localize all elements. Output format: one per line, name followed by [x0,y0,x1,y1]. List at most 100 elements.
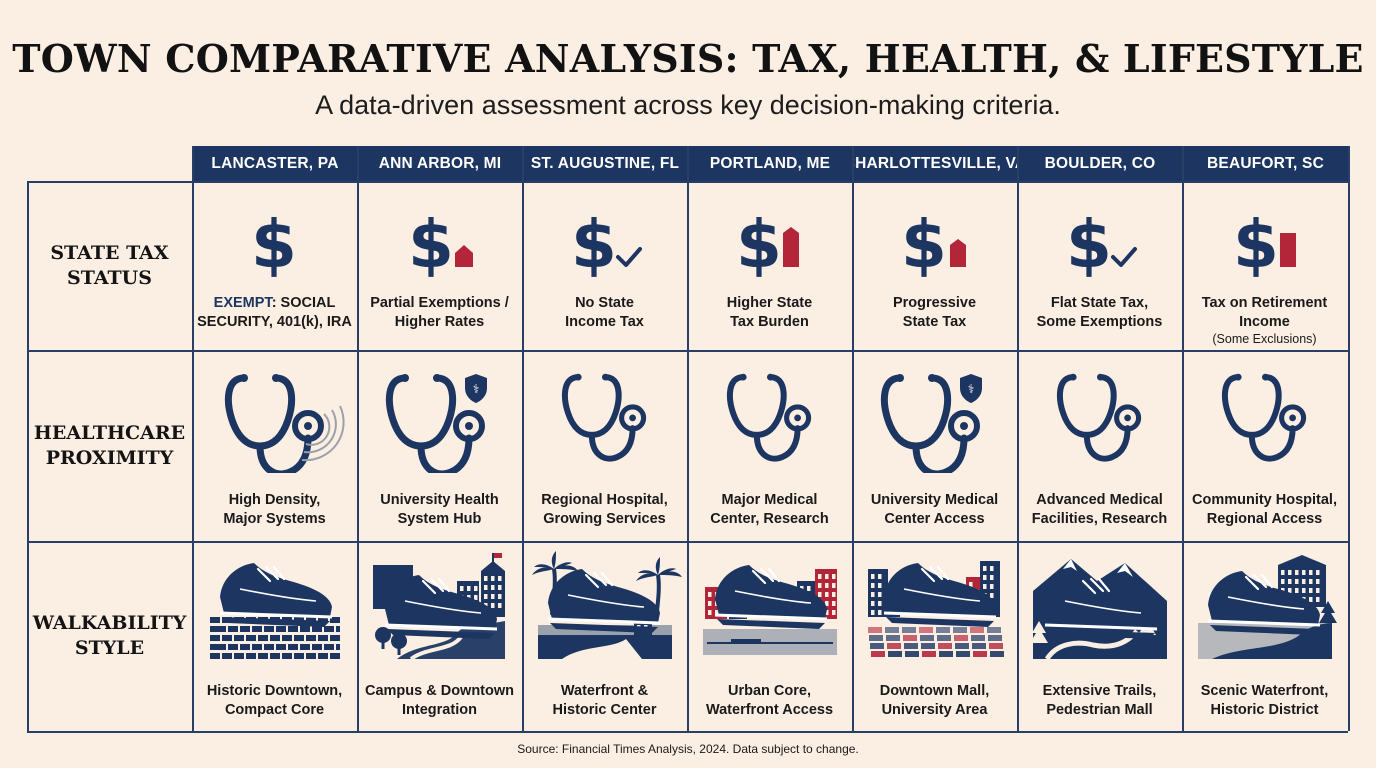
svg-text:⚕: ⚕ [473,382,480,396]
caption-line: University Area [881,702,988,718]
cell-tax: $ Progressive State Tax [852,181,1017,350]
stethoscope-icon [561,373,647,462]
svg-text:⚕: ⚕ [968,382,975,396]
svg-text:$: $ [1066,206,1112,283]
dollar-small-bar-icon: $ [408,206,473,283]
caption-emphasis: EXEMPT [213,295,272,311]
row-label-line: HEALTHCARE [33,421,186,444]
caption-line: System Hub [397,511,482,527]
cell-caption: Waterfront & Historic Center [524,682,685,720]
cell-caption: University Health System Hub [359,491,520,529]
cell-tax: $ Partial Exemptions / Higher Rates [357,181,522,350]
caption-line: Compact Core [224,702,325,718]
shoe-scenic-waterfront-icon [1198,555,1337,659]
page-title: TOWN COMPARATIVE ANALYSIS: TAX, HEALTH, … [12,36,1364,81]
cell-caption: Downtown Mall, University Area [854,682,1015,720]
source-note: Source: Financial Times Analysis, 2024. … [517,742,859,756]
row-label-tax: STATE TAX STATUS [27,181,192,350]
cell-caption: Urban Core, Waterfront Access [689,682,850,720]
grid-line [522,146,524,731]
shoe-downtown-mall-icon [868,561,1004,657]
cell-tax: $ No State Income Tax [522,181,687,350]
column-header: BOULDER, CO [1017,146,1182,181]
svg-text:$: $ [408,206,454,283]
page-subtitle: A data-driven assessment across key deci… [315,90,1061,120]
cell-health: High Density, Major Systems [192,350,357,541]
stethoscope-icon [1221,373,1307,462]
column-header: PORTLAND, ME [687,146,852,181]
cell-caption: Tax on Retirement Income (Some Exclusions) [1184,294,1345,347]
caption-line: Center, Research [710,511,829,527]
caption-line: Extensive Trails, [1042,683,1157,699]
cell-caption: No State Income Tax [524,294,685,332]
cell-walk: Extensive Trails, Pedestrian Mall [1017,541,1182,731]
caption-line: Tax on Retirement [1201,295,1328,311]
cell-health: Regional Hospital, Growing Services [522,350,687,541]
stethoscope-signal-icon [224,374,345,473]
caption-line: University Health [380,492,499,508]
cell-caption: Extensive Trails, Pedestrian Mall [1019,682,1180,720]
grid-line [357,146,359,731]
cell-caption: University Medical Center Access [854,491,1015,529]
svg-text:$: $ [571,206,617,283]
cell-caption: Partial Exemptions / Higher Rates [359,294,520,332]
cell-caption: Advanced Medical Facilities, Research [1019,491,1180,529]
caption-line: Center Access [884,511,985,527]
cell-tax: $ Tax on Retirement Income (Some Exclusion… [1182,181,1347,350]
caption-line: Some Exemptions [1036,314,1163,330]
cell-walk: Waterfront & Historic Center [522,541,687,731]
dollar-tall-bar-icon: $ [736,206,799,283]
row-label-line: STATE TAX [50,241,169,264]
svg-text:$: $ [901,206,947,283]
cell-caption: Major Medical Center, Research [689,491,850,529]
caption-line: Waterfront & [560,683,649,699]
cell-caption: Regional Hospital, Growing Services [524,491,685,529]
row-label-line: PROXIMITY [45,446,174,469]
column-header: BEAUFORT, SC [1182,146,1348,181]
dollar-medium-bar-icon: $ [901,206,966,283]
stethoscope-shield-icon: ⚕ [880,374,982,473]
cell-health: ⚕ University Health System Hub [357,350,522,541]
row-label-line: STYLE [74,637,145,659]
caption-line: Pedestrian Mall [1046,702,1153,718]
caption-line: Partial Exemptions / [370,295,509,311]
cell-caption: Scenic Waterfront, Historic District [1184,682,1345,720]
cell-tax: $ Flat State Tax, Some Exemptions [1017,181,1182,350]
row-label-health: HEALTHCARE PROXIMITY [27,350,192,541]
cell-caption: Historic Downtown, Compact Core [194,682,355,720]
caption-line: Historic Center [552,702,657,718]
row-label-line: STATUS [67,266,152,289]
column-header: ST. AUGUSTINE, FL [522,146,687,181]
caption-line: Downtown Mall, [879,683,990,699]
caption-line: Growing Services [543,511,666,527]
shoe-urban-waterfront-icon [703,565,837,655]
caption-line: : SOCIAL [271,295,336,311]
cell-health: Community Hospital, Regional Access [1182,350,1347,541]
caption-line: Major Medical [721,492,818,508]
dollar-check-icon: $ [1066,206,1137,283]
cell-caption: Flat State Tax, Some Exemptions [1019,294,1180,332]
cell-caption: Campus & Downtown Integration [359,682,520,720]
grid-line [192,146,194,731]
cell-health: ⚕ University Medical Center Access [852,350,1017,541]
cell-walk: Historic Downtown, Compact Core [192,541,357,731]
cell-health: Major Medical Center, Research [687,350,852,541]
cell-caption: Community Hospital, Regional Access [1184,491,1345,529]
dollar-bar-icon: $ [1233,206,1296,283]
grid-line [27,181,29,731]
caption-line: High Density, [228,492,321,508]
caption-line: Income Tax [565,314,644,330]
row-label-walk: WALKABILITY STYLE [27,541,192,731]
cell-tax: $ EXEMPT: SOCIAL SECURITY, 401(k), IRA [192,181,357,350]
cell-walk: Scenic Waterfront, Historic District [1182,541,1347,731]
caption-line: Community Hospital, [1191,492,1337,508]
svg-text:$: $ [1233,206,1279,283]
caption-line: Historic Downtown, [206,683,343,699]
cell-walk: Campus & Downtown Integration [357,541,522,731]
cell-caption: EXEMPT: SOCIAL SECURITY, 401(k), IRA [194,294,355,332]
caption-line: Higher State [726,295,813,311]
caption-line: No State [575,295,634,311]
caption-line: Flat State Tax, [1050,295,1149,311]
cell-health: Advanced Medical Facilities, Research [1017,350,1182,541]
caption-line: Campus & Downtown [364,683,515,699]
